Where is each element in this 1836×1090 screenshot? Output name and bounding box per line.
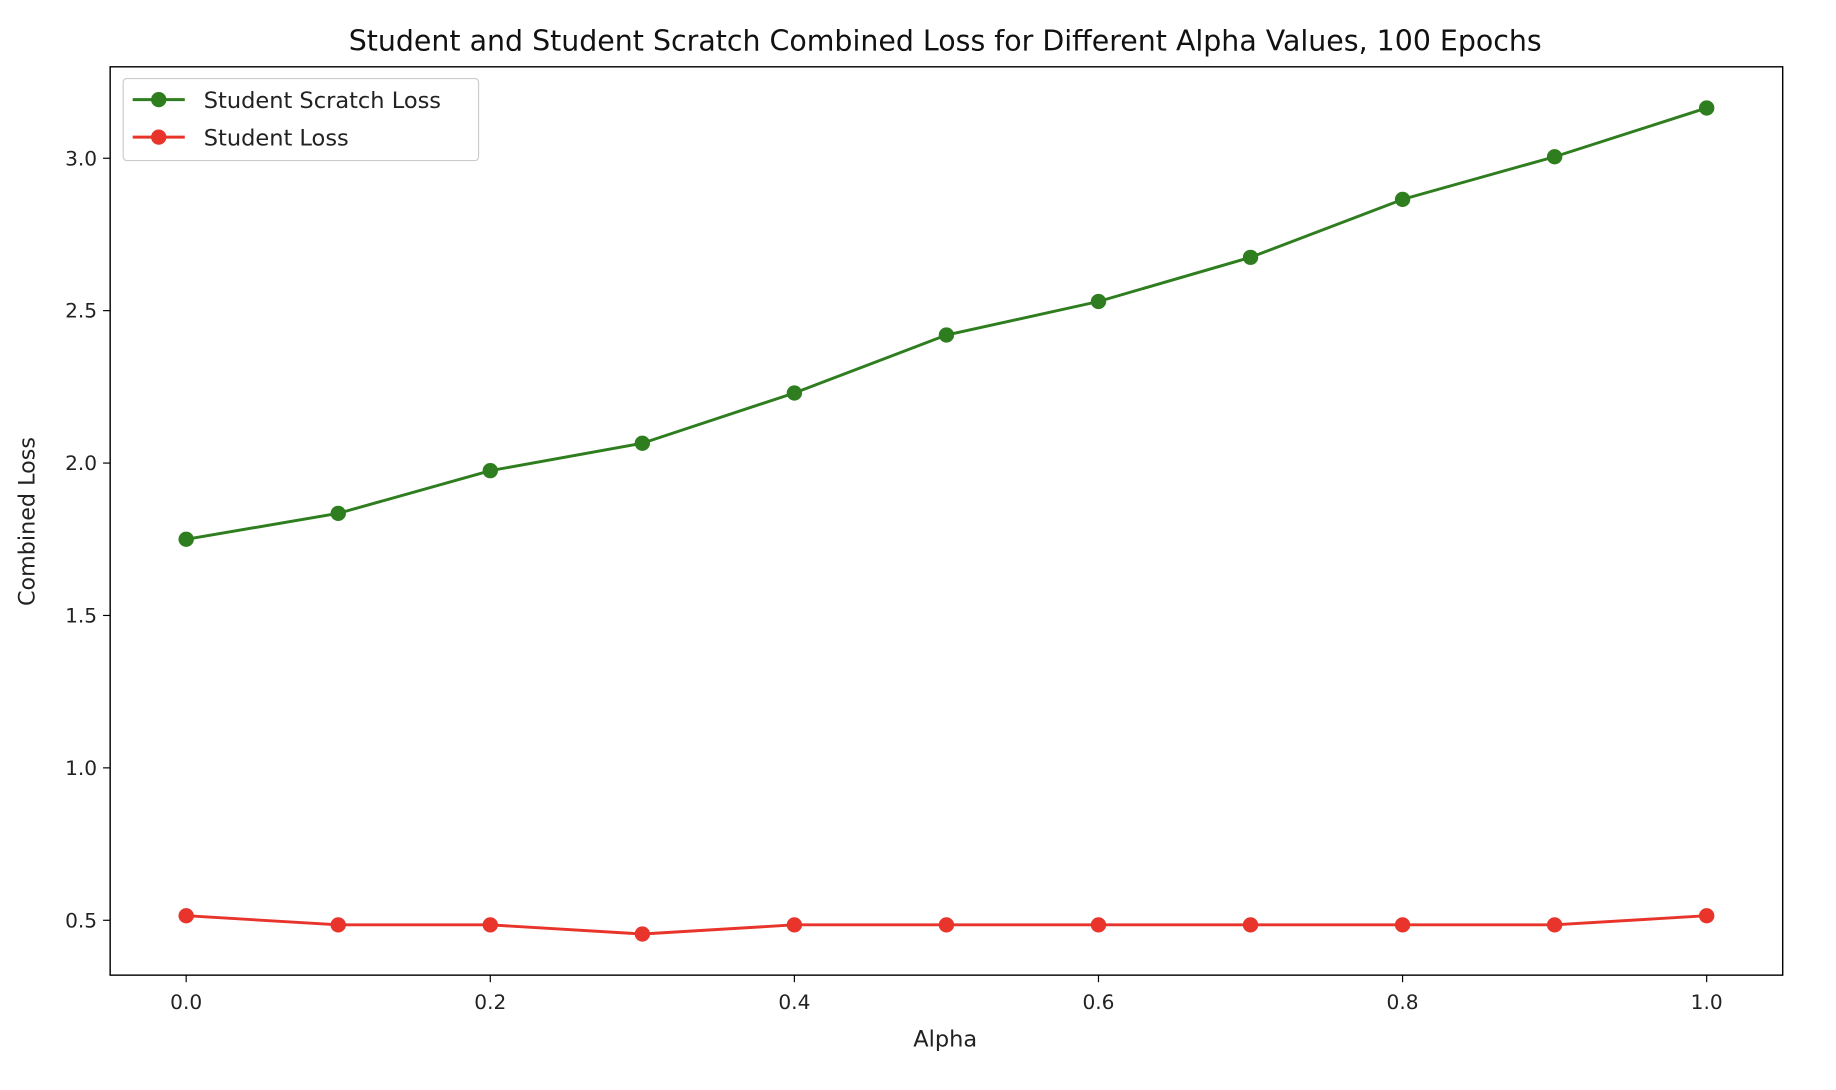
data-point <box>1394 917 1411 933</box>
legend-label-student: Student Loss <box>204 125 349 151</box>
y-tick-label: 1.5 <box>65 604 97 628</box>
data-point <box>1090 293 1107 310</box>
x-tick-label: 0.0 <box>170 990 202 1014</box>
data-point <box>1242 917 1259 933</box>
data-point <box>786 385 803 401</box>
data-point <box>938 917 955 933</box>
y-axis: 0.5 1.0 1.5 2.0 2.5 3.0 <box>65 146 111 932</box>
y-axis-label: Combined Loss <box>14 437 40 606</box>
data-point <box>330 917 346 933</box>
data-point <box>482 463 498 479</box>
chart-title: Student and Student Scratch Combined Los… <box>349 25 1542 58</box>
x-tick-label: 0.2 <box>474 990 506 1014</box>
data-point <box>178 908 194 924</box>
legend-box <box>122 77 480 162</box>
data-point <box>1090 917 1107 933</box>
data-point <box>178 531 194 547</box>
data-point <box>634 435 651 451</box>
series-line-0 <box>185 106 1708 541</box>
data-point <box>786 917 803 933</box>
y-tick-label: 0.5 <box>65 908 97 932</box>
data-point <box>330 505 346 521</box>
axes-frame <box>109 66 1784 976</box>
data-point <box>1242 249 1259 265</box>
y-tick-label: 1.0 <box>65 756 97 780</box>
data-point <box>1698 908 1715 924</box>
x-axis: 0.0 0.2 0.4 0.6 0.8 1.0 <box>170 975 1723 1014</box>
x-tick-label: 1.0 <box>1691 990 1723 1014</box>
x-tick-label: 0.4 <box>778 990 810 1014</box>
data-point <box>938 327 955 343</box>
data-point <box>482 917 498 933</box>
y-tick-label: 2.5 <box>65 299 97 323</box>
data-point <box>1546 149 1563 165</box>
data-point <box>1698 100 1715 116</box>
legend-label-scratch: Student Scratch Loss <box>204 88 441 114</box>
legend: Student Scratch Loss Student Loss <box>122 77 480 162</box>
y-tick-label: 2.0 <box>65 451 97 475</box>
legend-marker-scratch <box>151 92 167 108</box>
x-axis-label: Alpha <box>913 1027 977 1053</box>
data-point <box>1546 917 1563 933</box>
y-tick-label: 3.0 <box>65 146 97 170</box>
plot-area <box>178 100 1715 942</box>
x-tick-label: 0.6 <box>1082 990 1114 1014</box>
legend-marker-student <box>151 129 167 145</box>
x-tick-label: 0.8 <box>1387 990 1419 1014</box>
data-point <box>634 926 651 942</box>
data-point <box>1394 191 1411 208</box>
